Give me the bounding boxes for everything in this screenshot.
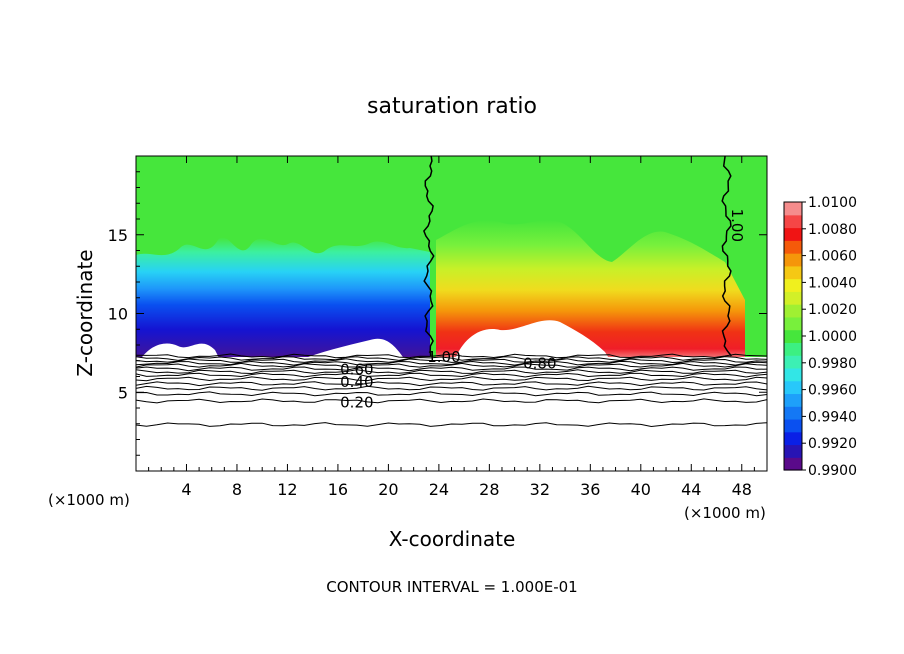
colorbar: 0.9900 0.9920 0.9940 0.9960 0.9980 1.0000 1.00… xyxy=(783,195,857,479)
colorbar-swatch xyxy=(784,342,802,356)
colorbar-label: 1.0040 xyxy=(808,275,857,291)
colorbar-label: 1.0020 xyxy=(808,302,857,318)
x-tick-label: 40 xyxy=(631,480,651,499)
x-tick-label: 20 xyxy=(378,480,398,499)
colorbar-label: 0.9940 xyxy=(808,409,857,425)
contour-label: 0.80 xyxy=(523,354,556,372)
colorbar-swatch xyxy=(784,444,802,458)
contour-label: 0.60 xyxy=(340,361,373,379)
colorbar-swatch xyxy=(784,291,802,305)
colorbar-label: 1.0100 xyxy=(808,195,857,211)
contour-line xyxy=(135,369,768,375)
colorbar-swatch xyxy=(784,202,802,216)
x-tick-label: 8 xyxy=(232,480,242,499)
contour-lines xyxy=(135,155,768,428)
saturation-contour-line xyxy=(423,155,435,357)
y-tick-label: 15 xyxy=(108,226,128,245)
saturated-hole-left xyxy=(140,338,405,360)
x-axis-label: X-coordinate xyxy=(389,527,516,551)
colorbar-label: 1.0080 xyxy=(808,222,857,238)
contour-line xyxy=(135,366,768,372)
colorbar-swatch xyxy=(784,355,802,369)
colorbar-swatch xyxy=(784,316,802,331)
contour-line xyxy=(135,353,768,359)
plot-area xyxy=(136,156,767,471)
x-tick-label: 12 xyxy=(277,480,297,499)
x-tick-label: 16 xyxy=(328,480,348,499)
saturation-contour-line xyxy=(721,155,732,357)
contour-line xyxy=(135,398,768,404)
colorbar-swatch xyxy=(784,253,802,267)
contour-labels: 1.00 1.00 0.80 0.600.40 0.20 xyxy=(340,209,746,412)
x-axis-ticks: 4 8 12 16 20 24 28 32 36 40 44 48 xyxy=(148,156,755,499)
colorbar-label: 0.9980 xyxy=(808,356,857,372)
colorbar-label: 1.0000 xyxy=(808,329,857,345)
contour-interval-note: CONTOUR INTERVAL = 1.000E-01 xyxy=(326,578,577,596)
contour-label: 1.00 xyxy=(427,348,460,366)
stable-layer xyxy=(136,357,767,471)
colorbar-swatch xyxy=(784,265,802,280)
colorbar-swatch xyxy=(784,431,802,446)
y-axis-ticks: 5 10 15 xyxy=(108,171,767,456)
colorbar-swatch xyxy=(784,329,802,343)
subsaturated-region-left xyxy=(136,237,430,360)
colorbar-swatch xyxy=(784,457,802,471)
contour-line xyxy=(135,376,768,382)
colorbar-swatch xyxy=(784,418,802,433)
contour-line xyxy=(135,422,768,428)
colorbar-swatch xyxy=(784,380,802,395)
contour-label: 0.40 xyxy=(340,373,373,391)
colorbar-label: 1.0060 xyxy=(808,249,857,265)
saturated-hole-right xyxy=(455,320,610,360)
x-tick-label: 32 xyxy=(530,480,550,499)
x-tick-label: 28 xyxy=(479,480,499,499)
x-unit-label-left: (×1000 m) xyxy=(48,491,130,509)
x-tick-label: 24 xyxy=(429,480,449,499)
colorbar-swatch xyxy=(784,393,802,407)
colorbar-swatch xyxy=(784,406,802,420)
contour-line xyxy=(135,381,768,387)
colorbar-swatch xyxy=(784,227,802,241)
colorbar-label: 0.9920 xyxy=(808,436,857,452)
y-axis-label: Z-coordinate xyxy=(73,249,97,376)
colorbar-label: 0.9960 xyxy=(808,383,857,399)
x-tick-label: 48 xyxy=(732,480,752,499)
colorbar-label: 0.9900 xyxy=(808,463,857,479)
colorbar-swatch xyxy=(784,367,802,382)
contour-line xyxy=(135,385,768,391)
contour-line xyxy=(135,372,768,378)
y-tick-label: 10 xyxy=(108,305,128,324)
x-tick-label: 44 xyxy=(681,480,701,499)
contour-line xyxy=(135,362,768,368)
y-tick-label: 5 xyxy=(118,383,128,402)
contour-label: 1.00 xyxy=(728,209,746,242)
contour-label: 0.20 xyxy=(340,394,373,412)
x-unit-label-right: (×1000 m) xyxy=(684,504,766,522)
colorbar-swatch xyxy=(784,278,802,292)
x-tick-label: 36 xyxy=(580,480,600,499)
colorbar-swatch xyxy=(784,304,802,318)
chart-title: saturation ratio xyxy=(367,94,537,119)
contour-line xyxy=(135,391,768,397)
colorbar-swatch xyxy=(784,214,802,229)
x-tick-label: 4 xyxy=(181,480,191,499)
supersaturated-region-right xyxy=(436,220,745,360)
colorbar-swatch xyxy=(784,240,802,254)
contour-line xyxy=(135,356,768,361)
